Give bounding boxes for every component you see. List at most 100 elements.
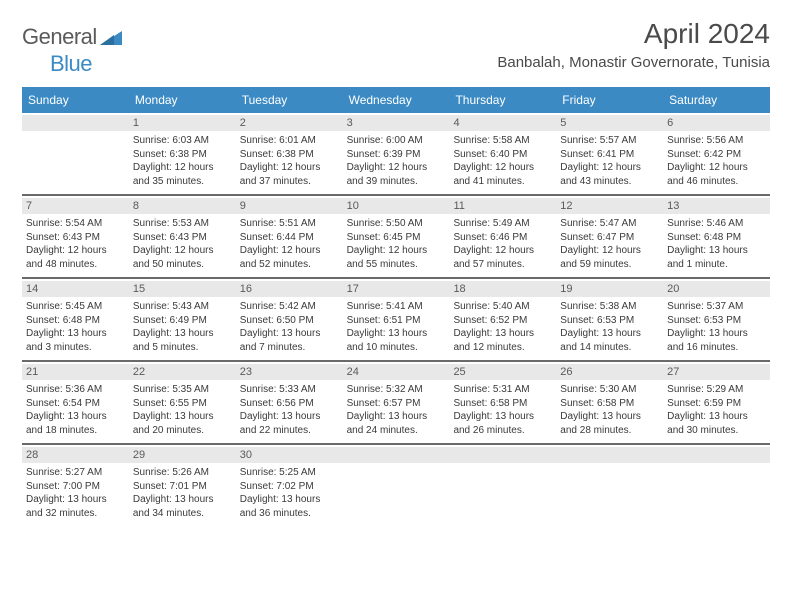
day-number: 29 [129, 447, 236, 463]
day-cell: 21Sunrise: 5:36 AMSunset: 6:54 PMDayligh… [22, 362, 129, 443]
sunset-text: Sunset: 6:48 PM [26, 314, 125, 328]
sunrise-text: Sunrise: 6:01 AM [240, 134, 339, 148]
sunset-text: Sunset: 6:58 PM [453, 397, 552, 411]
month-title: April 2024 [497, 18, 770, 50]
dayhead-sun: Sunday [22, 87, 129, 113]
daylight-text: Daylight: 13 hours and 34 minutes. [133, 493, 232, 520]
dayhead-fri: Friday [556, 87, 663, 113]
dayhead-tue: Tuesday [236, 87, 343, 113]
daylight-text: Daylight: 13 hours and 1 minute. [667, 244, 766, 271]
day-number: 30 [236, 447, 343, 463]
sunset-text: Sunset: 6:58 PM [560, 397, 659, 411]
daylight-text: Daylight: 12 hours and 52 minutes. [240, 244, 339, 271]
day-number: 17 [343, 281, 450, 297]
sunrise-text: Sunrise: 5:29 AM [667, 383, 766, 397]
brand-part2: Blue [50, 51, 92, 76]
sunrise-text: Sunrise: 5:35 AM [133, 383, 232, 397]
daylight-text: Daylight: 13 hours and 20 minutes. [133, 410, 232, 437]
day-number [663, 447, 770, 463]
daylight-text: Daylight: 12 hours and 57 minutes. [453, 244, 552, 271]
sunrise-text: Sunrise: 5:31 AM [453, 383, 552, 397]
day-number [556, 447, 663, 463]
sunset-text: Sunset: 6:49 PM [133, 314, 232, 328]
sunrise-text: Sunrise: 5:54 AM [26, 217, 125, 231]
day-cell: 2Sunrise: 6:01 AMSunset: 6:38 PMDaylight… [236, 113, 343, 194]
day-number: 13 [663, 198, 770, 214]
daylight-text: Daylight: 12 hours and 55 minutes. [347, 244, 446, 271]
day-number: 11 [449, 198, 556, 214]
daylight-text: Daylight: 13 hours and 36 minutes. [240, 493, 339, 520]
daylight-text: Daylight: 13 hours and 26 minutes. [453, 410, 552, 437]
sunset-text: Sunset: 6:40 PM [453, 148, 552, 162]
day-header-row: Sunday Monday Tuesday Wednesday Thursday… [22, 87, 770, 113]
sunset-text: Sunset: 6:53 PM [667, 314, 766, 328]
sunset-text: Sunset: 6:48 PM [667, 231, 766, 245]
week-row: 14Sunrise: 5:45 AMSunset: 6:48 PMDayligh… [22, 278, 770, 360]
day-cell: 15Sunrise: 5:43 AMSunset: 6:49 PMDayligh… [129, 279, 236, 360]
day-cell [22, 113, 129, 194]
day-cell: 6Sunrise: 5:56 AMSunset: 6:42 PMDaylight… [663, 113, 770, 194]
day-cell: 25Sunrise: 5:31 AMSunset: 6:58 PMDayligh… [449, 362, 556, 443]
day-cell: 9 Sunrise: 5:51 AMSunset: 6:44 PMDaylight… [236, 196, 343, 277]
daylight-text: Daylight: 13 hours and 22 minutes. [240, 410, 339, 437]
sunrise-text: Sunrise: 5:37 AM [667, 300, 766, 314]
day-number: 18 [449, 281, 556, 297]
sunrise-text: Sunrise: 5:51 AM [240, 217, 339, 231]
sunrise-text: Sunrise: 5:49 AM [453, 217, 552, 231]
day-cell: 14 Sunrise: 5:45 AMSunset: 6:48 PMDayligh… [22, 279, 129, 360]
sunrise-text: Sunrise: 5:50 AM [347, 217, 446, 231]
day-cell: 8Sunrise: 5:53 AMSunset: 6:43 PMDaylight… [129, 196, 236, 277]
location-label: Banbalah, Monastir Governorate, Tunisia [497, 54, 770, 71]
day-number: 2 [236, 115, 343, 131]
daylight-text: Daylight: 13 hours and 7 minutes. [240, 327, 339, 354]
sunset-text: Sunset: 6:54 PM [26, 397, 125, 411]
daylight-text: Daylight: 13 hours and 18 minutes. [26, 410, 125, 437]
day-number: 1 [129, 115, 236, 131]
daylight-text: Daylight: 13 hours and 3 minutes. [26, 327, 125, 354]
day-number: 14 [22, 281, 129, 297]
day-cell [556, 445, 663, 526]
day-number: 22 [129, 364, 236, 380]
brand-part1: General [22, 24, 97, 50]
dayhead-mon: Monday [129, 87, 236, 113]
daylight-text: Daylight: 13 hours and 24 minutes. [347, 410, 446, 437]
week-row: 1Sunrise: 6:03 AMSunset: 6:38 PMDaylight… [22, 113, 770, 194]
day-cell: 29Sunrise: 5:26 AMSunset: 7:01 PMDayligh… [129, 445, 236, 526]
sunset-text: Sunset: 7:02 PM [240, 480, 339, 494]
sunrise-text: Sunrise: 5:45 AM [26, 300, 125, 314]
daylight-text: Daylight: 13 hours and 28 minutes. [560, 410, 659, 437]
day-number: 9 [236, 198, 343, 214]
daylight-text: Daylight: 13 hours and 14 minutes. [560, 327, 659, 354]
sunset-text: Sunset: 6:44 PM [240, 231, 339, 245]
day-number: 12 [556, 198, 663, 214]
sunrise-text: Sunrise: 5:40 AM [453, 300, 552, 314]
sunrise-text: Sunrise: 5:53 AM [133, 217, 232, 231]
day-number: 3 [343, 115, 450, 131]
day-number: 4 [449, 115, 556, 131]
day-number: 10 [343, 198, 450, 214]
day-number [343, 447, 450, 463]
sunset-text: Sunset: 6:51 PM [347, 314, 446, 328]
sunrise-text: Sunrise: 5:36 AM [26, 383, 125, 397]
daylight-text: Daylight: 12 hours and 35 minutes. [133, 161, 232, 188]
daylight-text: Daylight: 12 hours and 48 minutes. [26, 244, 125, 271]
dayhead-sat: Saturday [663, 87, 770, 113]
daylight-text: Daylight: 13 hours and 5 minutes. [133, 327, 232, 354]
sunrise-text: Sunrise: 5:38 AM [560, 300, 659, 314]
sunrise-text: Sunrise: 5:42 AM [240, 300, 339, 314]
day-cell: 24Sunrise: 5:32 AMSunset: 6:57 PMDayligh… [343, 362, 450, 443]
daylight-text: Daylight: 13 hours and 30 minutes. [667, 410, 766, 437]
sunrise-text: Sunrise: 5:25 AM [240, 466, 339, 480]
dayhead-wed: Wednesday [343, 87, 450, 113]
sunset-text: Sunset: 6:42 PM [667, 148, 766, 162]
day-number: 27 [663, 364, 770, 380]
day-number [22, 115, 129, 131]
day-cell: 26Sunrise: 5:30 AMSunset: 6:58 PMDayligh… [556, 362, 663, 443]
sunrise-text: Sunrise: 5:33 AM [240, 383, 339, 397]
sunset-text: Sunset: 6:43 PM [133, 231, 232, 245]
day-number: 16 [236, 281, 343, 297]
day-cell: 10Sunrise: 5:50 AMSunset: 6:45 PMDayligh… [343, 196, 450, 277]
day-number: 20 [663, 281, 770, 297]
daylight-text: Daylight: 12 hours and 46 minutes. [667, 161, 766, 188]
day-cell: 12Sunrise: 5:47 AMSunset: 6:47 PMDayligh… [556, 196, 663, 277]
